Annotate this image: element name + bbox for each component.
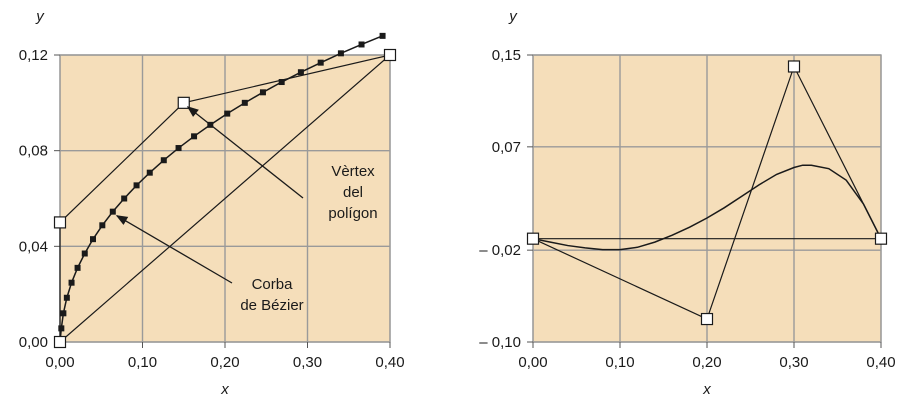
annotation-arrow <box>115 215 233 284</box>
annotation-arrow <box>186 106 304 199</box>
y-axis-title: y <box>508 8 518 25</box>
x-tick-label: 0,40 <box>375 354 404 371</box>
curve-point <box>99 222 106 229</box>
x-axis-title: x <box>220 381 229 398</box>
x-tick-label: 0,40 <box>866 354 895 371</box>
y-axis-title: y <box>35 8 45 25</box>
control-point <box>177 96 190 109</box>
annotation-label: de Bézier <box>240 297 303 314</box>
curve-point <box>241 99 248 106</box>
curve-point <box>109 208 116 215</box>
annotation-label: del <box>343 184 363 201</box>
curve-point <box>297 69 304 76</box>
bezier-curve <box>532 164 882 251</box>
x-tick-label: 0,20 <box>692 354 721 371</box>
chart-right: 0,00 0,10 0,20 0,30 0,40 – 0,10 – 0,02 0,07 0,15… <box>479 8 895 398</box>
chart-left: 0,00 0,10 0,20 0,30 0,40 0,00 0,04 0,08 0,12 x y Vè… <box>19 8 405 398</box>
annotation-label: Vèrtex <box>331 163 375 180</box>
curve-point <box>81 250 88 257</box>
control-point <box>526 232 540 245</box>
curve-point <box>58 325 65 332</box>
curve-point <box>160 157 167 164</box>
y-tick-label: – 0,02 <box>479 242 521 259</box>
curve-point <box>60 310 67 317</box>
curve-point <box>278 79 285 86</box>
control-point <box>383 48 397 62</box>
curve-point <box>358 41 365 48</box>
x-tick-label: 0,00 <box>45 354 74 371</box>
curve-point <box>63 294 70 301</box>
x-tick-label: 0,00 <box>518 354 547 371</box>
curve-point <box>90 236 96 243</box>
curve-point <box>175 145 182 152</box>
control-point <box>874 232 888 245</box>
control-point <box>700 312 714 326</box>
curve-point <box>146 169 153 176</box>
x-tick-label: 0,30 <box>779 354 808 371</box>
curve-point <box>317 59 324 66</box>
x-tick-label: 0,20 <box>210 354 239 371</box>
curve-point <box>191 133 198 140</box>
y-tick-label: 0,15 <box>492 47 521 64</box>
x-axis-title: x <box>702 381 711 398</box>
curve-point <box>121 195 128 202</box>
annotation-label: Corba <box>252 276 294 293</box>
curve-point <box>259 89 266 96</box>
y-tick-label: 0,07 <box>492 139 521 156</box>
curve-point <box>337 50 344 57</box>
annotation-label: polígon <box>328 205 377 222</box>
x-tick-label: 0,10 <box>128 354 157 371</box>
y-tick-label: 0,08 <box>19 143 48 160</box>
curve-point <box>379 32 386 39</box>
control-point <box>53 335 67 349</box>
x-tick-label: 0,30 <box>293 354 322 371</box>
curve-point <box>133 182 140 189</box>
y-tick-label: – 0,10 <box>479 334 521 351</box>
y-tick-label: 0,04 <box>19 238 48 255</box>
control-point <box>787 60 801 73</box>
curve-point <box>224 110 231 117</box>
curve-point <box>74 264 81 271</box>
control-point <box>53 216 67 229</box>
curve-point <box>68 279 75 286</box>
y-tick-label: 0,00 <box>19 334 48 351</box>
x-tick-label: 0,10 <box>605 354 634 371</box>
y-tick-label: 0,12 <box>19 47 48 64</box>
